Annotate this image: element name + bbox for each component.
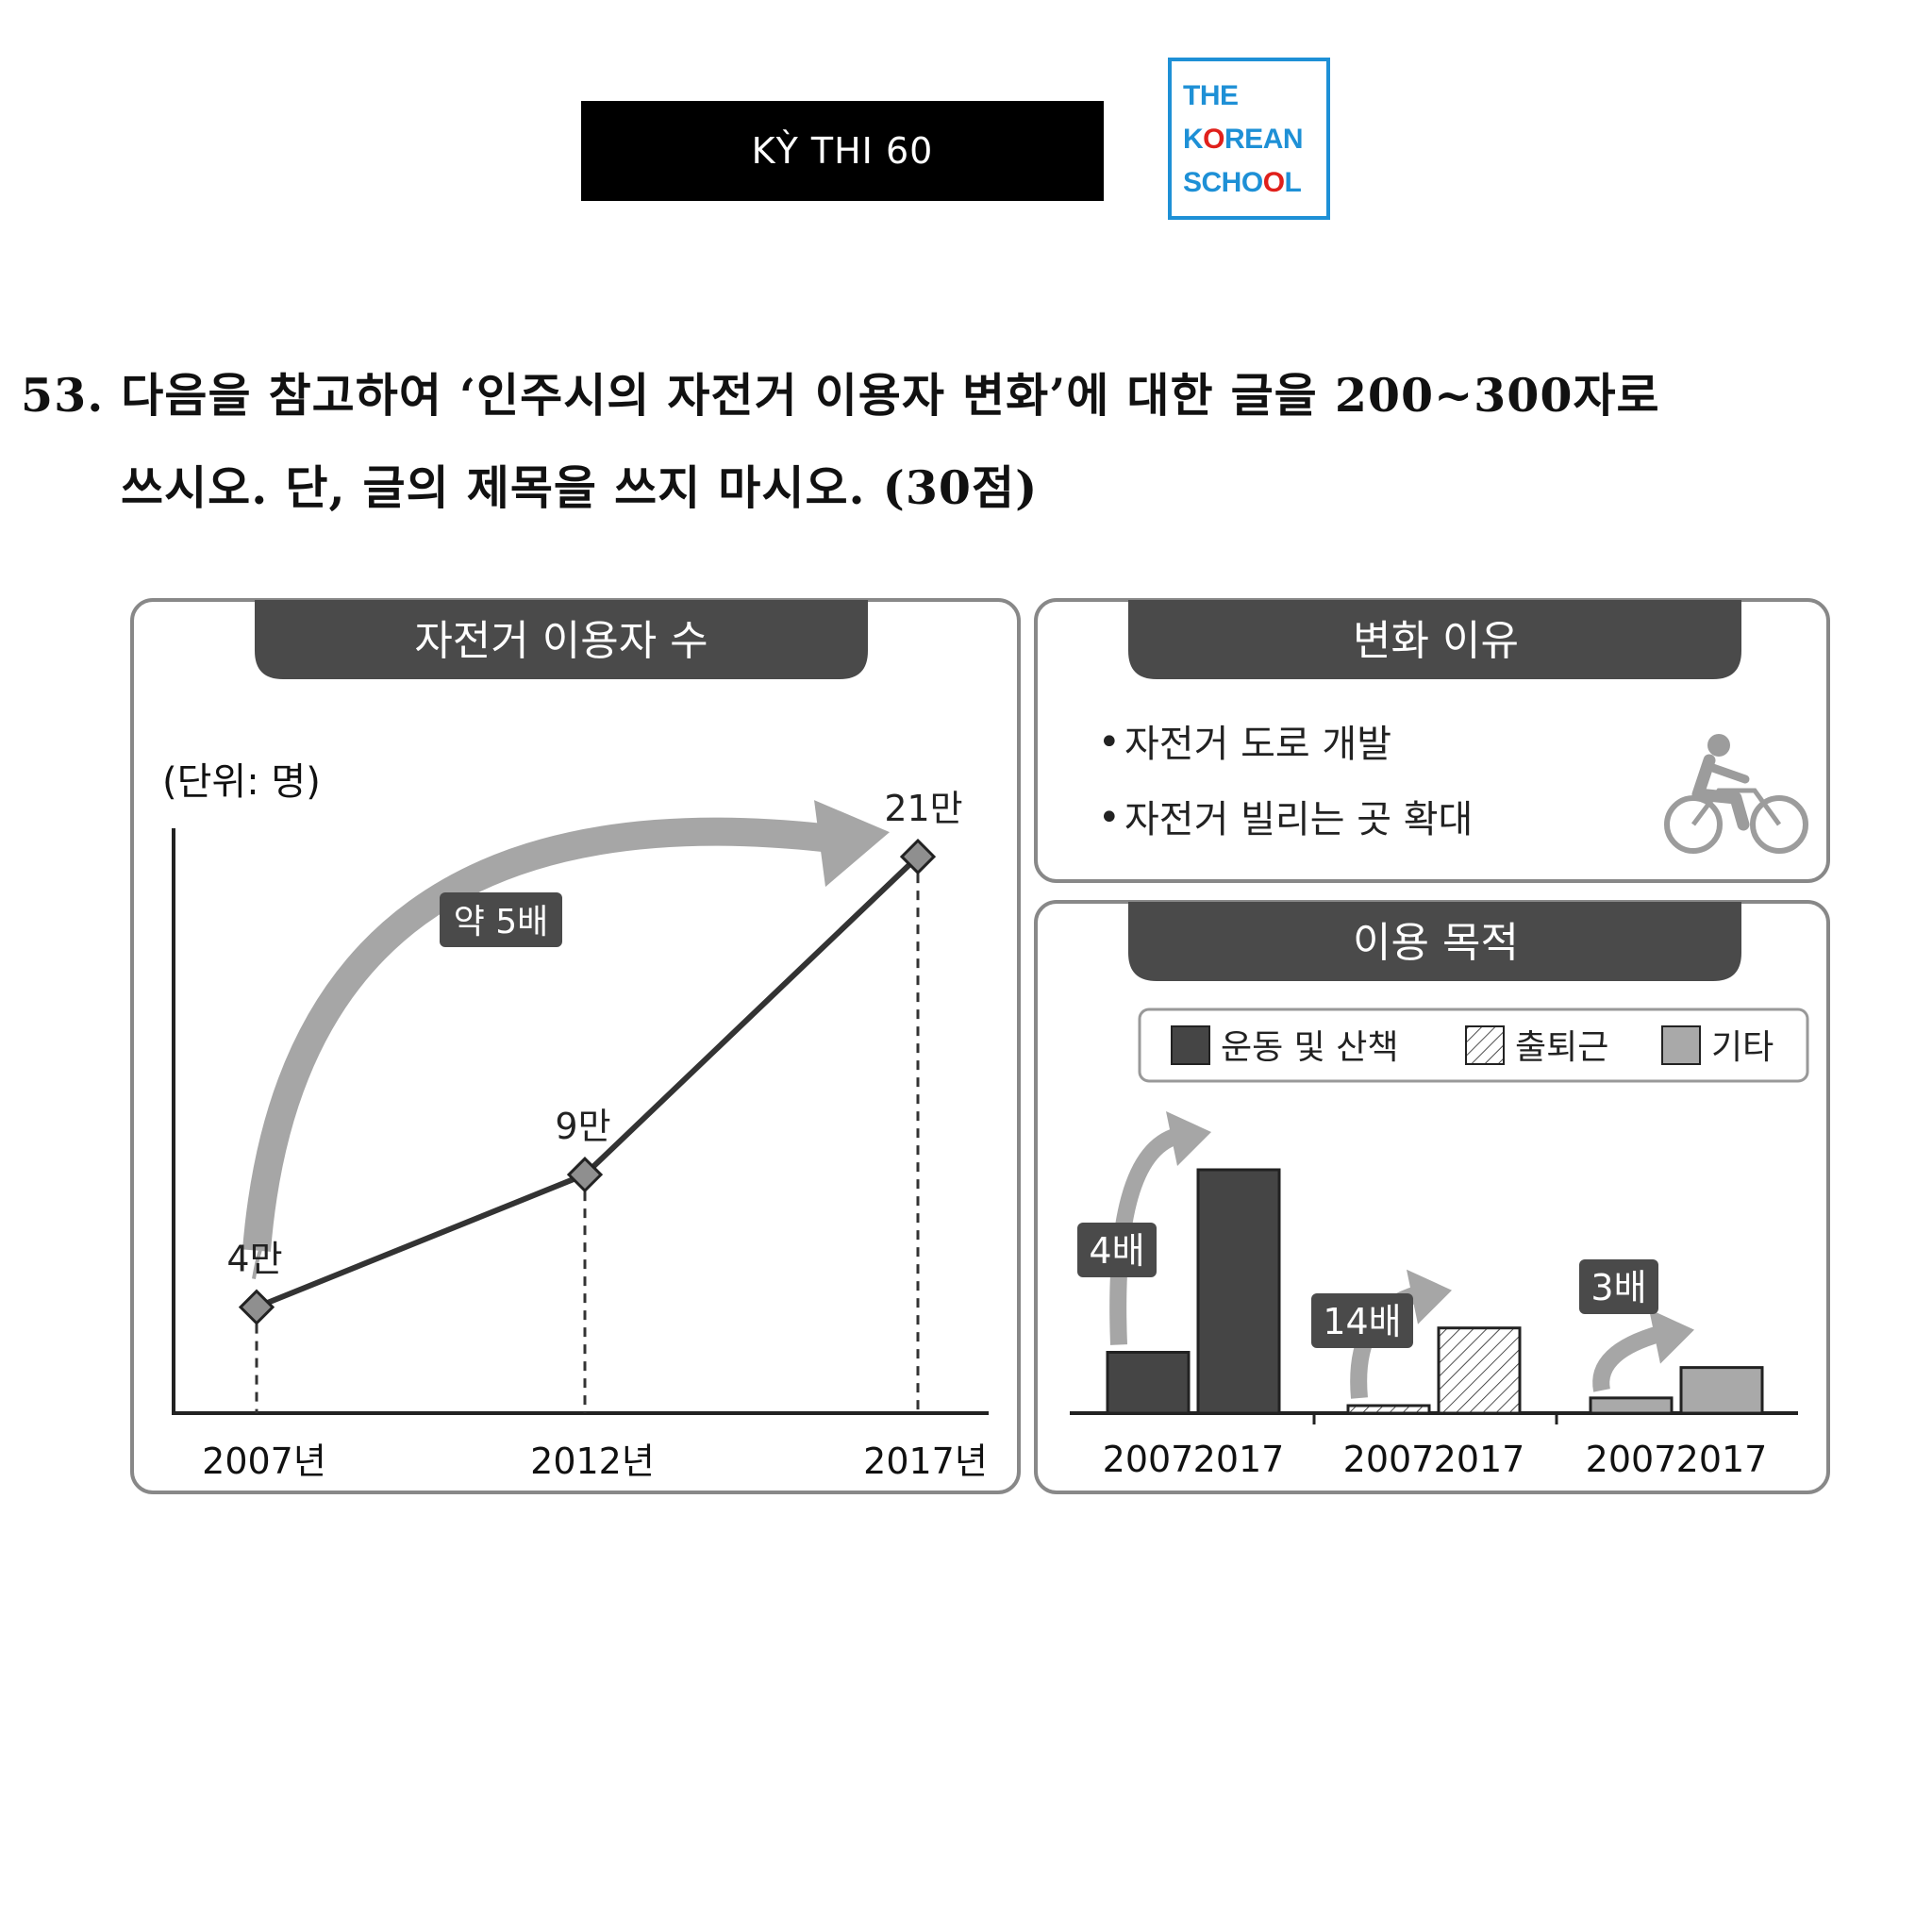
growth-arrow-shaft bbox=[242, 817, 825, 1252]
bar-tick-0-0: 2007 bbox=[1103, 1439, 1194, 1480]
reason-item-1: 자전거 도로 개발 bbox=[1124, 723, 1391, 766]
bar-2-2017 bbox=[1679, 1366, 1764, 1415]
logo-line-2: KOREAN bbox=[1183, 124, 1304, 155]
growth-arrow-tail bbox=[252, 1240, 266, 1279]
bar-tick-1-0: 2007 bbox=[1343, 1439, 1435, 1480]
users-panel-frame bbox=[130, 598, 1021, 1494]
growth-arrow-head-1 bbox=[1407, 1269, 1452, 1324]
legend-swatch-other bbox=[1661, 1025, 1701, 1065]
users-panel-header bbox=[255, 600, 868, 679]
legend-swatch-commute bbox=[1465, 1025, 1505, 1065]
data-label-2: 21만 bbox=[884, 788, 962, 829]
users-line-chart: 약 5배 4만 2007년 9만 2012년 21만 2017년 bbox=[202, 788, 988, 1482]
bar-tick-0-1: 2017 bbox=[1193, 1439, 1285, 1480]
bar-tick-1-1: 2017 bbox=[1434, 1439, 1525, 1480]
legend-label-commute: 출퇴근 bbox=[1515, 1028, 1608, 1067]
exam-banner: KỲ THI 60 bbox=[581, 101, 1104, 201]
purpose-panel-header bbox=[1128, 902, 1741, 981]
logo-line-3: SCHOOL bbox=[1183, 167, 1302, 198]
legend-swatch-exercise bbox=[1171, 1025, 1210, 1065]
question-line-2: 쓰시오. 단, 글의 제목을 쓰지 마시오. (30점) bbox=[121, 460, 1039, 515]
bar-tick-2-0: 2007 bbox=[1586, 1439, 1677, 1480]
data-point-0 bbox=[238, 1289, 275, 1325]
x-tick-label-2: 2017년 bbox=[863, 1441, 988, 1482]
ratio-label-1: 14배 bbox=[1323, 1301, 1401, 1342]
data-point-1 bbox=[566, 1157, 604, 1193]
reasons-panel-title: 변화 이유 bbox=[1353, 617, 1519, 665]
purpose-panel-title: 이용 목적 bbox=[1353, 919, 1519, 967]
data-point-2 bbox=[899, 838, 937, 875]
legend-label-exercise: 운동 및 산책 bbox=[1221, 1028, 1399, 1067]
reason-bullet-1: • bbox=[1098, 721, 1121, 764]
growth-annotation-badge bbox=[440, 892, 562, 947]
reason-bullet-2: • bbox=[1098, 796, 1121, 840]
bicycle-rider-icon bbox=[1664, 734, 1808, 854]
bar-2-2007 bbox=[1589, 1396, 1674, 1415]
ratio-badge-2 bbox=[1579, 1259, 1658, 1314]
data-label-1: 9만 bbox=[555, 1106, 610, 1147]
question-prompt: 53. 다음을 참고하여 ‘인주시의 자전거 이용자 변화’에 대한 글을 20… bbox=[21, 349, 1898, 534]
growth-arrow-head-0 bbox=[1166, 1111, 1211, 1166]
x-tick-label-1: 2012년 bbox=[530, 1441, 655, 1482]
growth-arrow-head bbox=[814, 800, 890, 888]
users-panel-title: 자전거 이용자 수 bbox=[414, 617, 708, 665]
growth-annotation-label: 약 5배 bbox=[454, 903, 549, 941]
growth-arrow-shaft-0 bbox=[1109, 1127, 1181, 1345]
question-line-1: 53. 다음을 참고하여 ‘인주시의 자전거 이용자 변화’에 대한 글을 20… bbox=[21, 368, 1660, 423]
ratio-label-2: 3배 bbox=[1591, 1267, 1646, 1308]
bar-1-2007 bbox=[1346, 1404, 1431, 1415]
reasons-panel-header bbox=[1128, 600, 1741, 679]
bar-0-2007 bbox=[1106, 1351, 1191, 1415]
data-label-0: 4만 bbox=[226, 1239, 282, 1280]
growth-arrow-shaft-2 bbox=[1592, 1324, 1663, 1392]
reason-item-2: 자전거 빌리는 곳 확대 bbox=[1124, 798, 1473, 841]
logo-line-1: THE bbox=[1183, 80, 1239, 111]
unit-label: (단위: 명) bbox=[162, 760, 321, 804]
banner-text: KỲ THI 60 bbox=[751, 130, 934, 172]
ratio-label-0: 4배 bbox=[1089, 1230, 1144, 1272]
bar-1-2017 bbox=[1437, 1326, 1522, 1415]
the-korean-school-logo: THE KOREAN SCHOOL bbox=[1168, 58, 1330, 220]
x-tick-label-0: 2007년 bbox=[202, 1441, 326, 1482]
growth-arrow-head-2 bbox=[1649, 1308, 1694, 1364]
bar-0-2017 bbox=[1196, 1168, 1281, 1415]
ratio-badge-0 bbox=[1077, 1223, 1157, 1277]
ratio-badge-1 bbox=[1311, 1293, 1413, 1348]
legend-label-other: 기타 bbox=[1711, 1028, 1774, 1067]
bar-tick-2-1: 2017 bbox=[1676, 1439, 1768, 1480]
